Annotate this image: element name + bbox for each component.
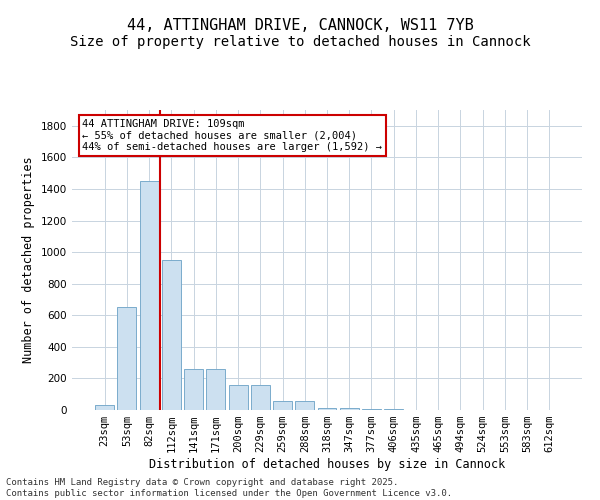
Bar [95, 406, 114, 410]
Bar [273, 400, 292, 410]
Bar [251, 385, 270, 410]
Bar [184, 368, 203, 410]
Text: 44 ATTINGHAM DRIVE: 109sqm
← 55% of detached houses are smaller (2,004)
44% of s: 44 ATTINGHAM DRIVE: 109sqm ← 55% of deta… [82, 119, 382, 152]
Bar [295, 400, 314, 410]
Bar [118, 308, 136, 410]
Text: Contains HM Land Registry data © Crown copyright and database right 2025.
Contai: Contains HM Land Registry data © Crown c… [6, 478, 452, 498]
Bar [229, 385, 248, 410]
Bar [162, 260, 181, 410]
Bar [140, 181, 158, 410]
Bar [317, 408, 337, 410]
Bar [340, 408, 359, 410]
Text: Size of property relative to detached houses in Cannock: Size of property relative to detached ho… [70, 35, 530, 49]
X-axis label: Distribution of detached houses by size in Cannock: Distribution of detached houses by size … [149, 458, 505, 471]
Text: 44, ATTINGHAM DRIVE, CANNOCK, WS11 7YB: 44, ATTINGHAM DRIVE, CANNOCK, WS11 7YB [127, 18, 473, 32]
Bar [362, 409, 381, 410]
Bar [384, 409, 403, 410]
Bar [206, 368, 225, 410]
Y-axis label: Number of detached properties: Number of detached properties [22, 156, 35, 364]
